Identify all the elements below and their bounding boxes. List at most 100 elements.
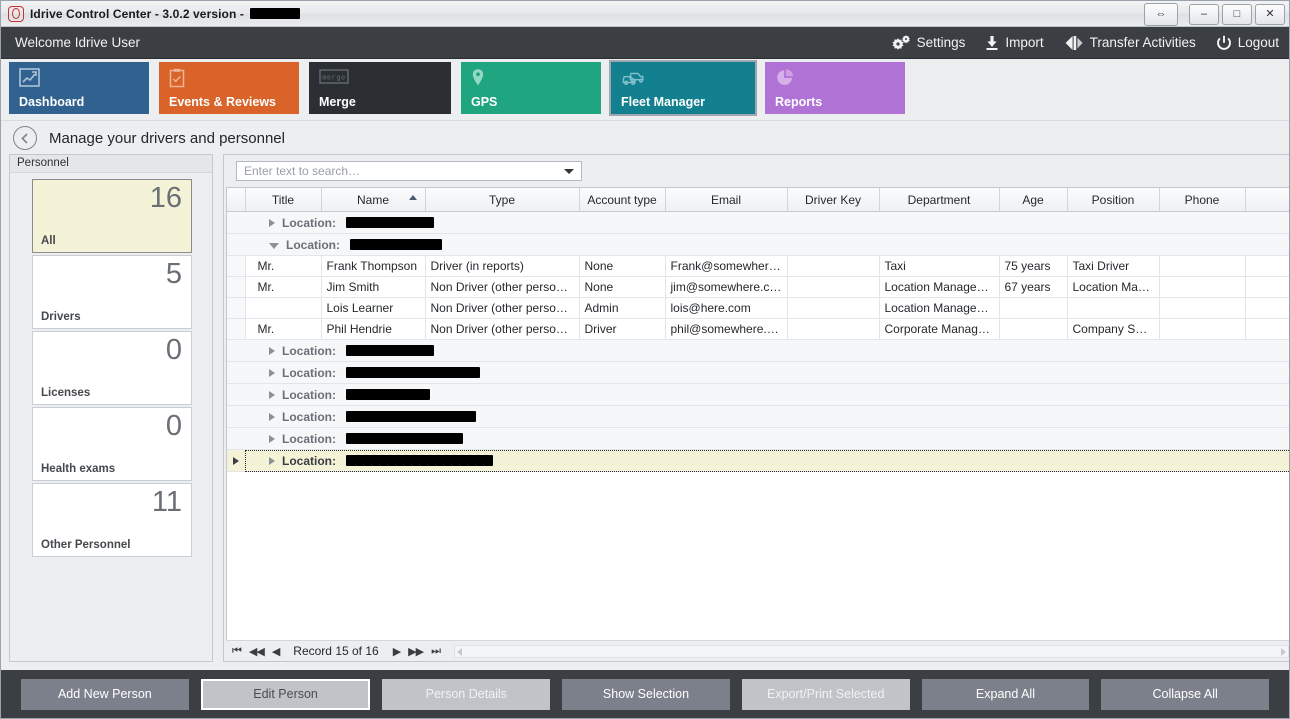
tile-label-events-and-reviews: Events & Reviews [169, 95, 276, 109]
table-row[interactable]: Mr. Frank Thompson Driver (in reports) None… [227, 255, 1289, 277]
expand-group-icon[interactable] [269, 412, 275, 421]
tile-events-and-reviews[interactable]: Events & Reviews [159, 62, 299, 114]
group-row[interactable]: Location: [227, 361, 1289, 384]
menu-item-logout[interactable]: Logout [1216, 35, 1279, 51]
sidebar-card-count: 5 [165, 258, 182, 290]
col-header-position[interactable]: Position [1067, 188, 1160, 212]
table-row[interactable]: Mr. Jim Smith Non Driver (other personnel)… [227, 276, 1289, 298]
expand-group-icon[interactable] [269, 218, 275, 227]
col-header-title[interactable]: Title [245, 188, 322, 212]
menu-item-settings[interactable]: Settings [891, 34, 966, 51]
cell-phone [1159, 297, 1246, 319]
scroll-right-icon[interactable] [1280, 647, 1286, 656]
col-header-department[interactable]: Department [879, 188, 1000, 212]
chart-arrow-icon [19, 68, 149, 90]
pager-next-page-button[interactable]: ▶▶ [408, 645, 424, 658]
group-row-cell[interactable]: Location: [245, 339, 1289, 362]
expand-group-icon[interactable] [269, 346, 275, 355]
col-header-driver-key[interactable]: Driver Key [787, 188, 880, 212]
sidebar-card-other-personnel[interactable]: 11 Other Personnel [32, 483, 192, 557]
cell-position: Company Saf… [1067, 318, 1160, 340]
col-header-type[interactable]: Type [425, 188, 580, 212]
row-indicator [227, 383, 245, 406]
export-print-selected-button[interactable]: Export/Print Selected [741, 678, 910, 710]
group-row[interactable]: Location: [227, 339, 1289, 362]
group-row-cell[interactable]: Location: [245, 211, 1289, 234]
col-header-account-type[interactable]: Account type [579, 188, 666, 212]
cell-spacer [1245, 297, 1289, 319]
download-icon [985, 35, 999, 51]
add-new-person-button[interactable]: Add New Person [21, 678, 189, 710]
menu-label-transfer-activities: Transfer Activities [1089, 35, 1196, 50]
close-button[interactable]: ✕ [1255, 4, 1285, 25]
expand-all-button[interactable]: Expand All [921, 678, 1090, 710]
group-label: Location: [282, 387, 336, 402]
sidebar-card-licenses[interactable]: 0 Licenses [32, 331, 192, 405]
row-indicator [227, 449, 245, 472]
group-row-cell[interactable]: Location: [245, 383, 1289, 406]
tile-fleet-manager[interactable]: Fleet Manager [609, 60, 757, 116]
cell-account-type: None [579, 255, 666, 277]
horizontal-scrollbar[interactable] [453, 644, 1289, 658]
col-header-name[interactable]: Name [321, 188, 426, 212]
col-header-age[interactable]: Age [999, 188, 1068, 212]
pager-next-button[interactable]: ▶ [392, 645, 402, 658]
table-row[interactable]: Mr. Phil Hendrie Non Driver (other personn… [227, 318, 1289, 340]
group-row-cell[interactable]: Location: [245, 449, 1289, 472]
group-row[interactable]: Location: [227, 405, 1289, 428]
cell-spacer [1245, 276, 1289, 298]
sort-ascending-icon [408, 195, 417, 200]
sidebar-card-drivers[interactable]: 5 Drivers [32, 255, 192, 329]
col-header-select[interactable] [227, 188, 246, 212]
group-row-cell[interactable]: Location: [245, 405, 1289, 428]
menu-item-import[interactable]: Import [985, 35, 1044, 51]
expand-group-icon[interactable] [269, 456, 275, 465]
menu-label-settings: Settings [916, 35, 966, 50]
back-arrow-icon[interactable] [13, 126, 37, 150]
pager-last-button[interactable]: ⏭ [431, 644, 441, 657]
tile-reports[interactable]: Reports [765, 62, 905, 114]
pager-previous-button[interactable]: ◀ [271, 645, 281, 658]
maximize-button[interactable]: □ [1222, 4, 1252, 25]
collapse-group-icon[interactable] [269, 243, 279, 249]
expand-group-icon[interactable] [269, 368, 275, 377]
chevron-down-icon[interactable] [564, 168, 574, 174]
cell-age: 67 years [999, 276, 1068, 298]
search-input[interactable]: Enter text to search… [236, 161, 582, 181]
cell-type: Non Driver (other personnel) [425, 276, 580, 298]
resize-button[interactable]: ⇔ [1144, 3, 1178, 26]
group-row[interactable]: Location: [227, 233, 1289, 256]
group-row[interactable]: Location: [227, 211, 1289, 234]
person-details-button[interactable]: Person Details [382, 678, 551, 710]
cell-department: Taxi [879, 255, 1000, 277]
group-row-cell[interactable]: Location: [245, 233, 1289, 256]
window-title: Idrive Control Center - 3.0.2 version - [30, 6, 244, 21]
tile-gps[interactable]: GPS [461, 62, 601, 114]
tile-dashboard[interactable]: Dashboard [9, 62, 149, 114]
minimize-button[interactable]: – [1189, 4, 1219, 25]
edit-person-button[interactable]: Edit Person [200, 678, 371, 710]
group-row[interactable]: Location: [227, 427, 1289, 450]
clipboard-icon [169, 68, 299, 90]
sidebar-card-health-exams[interactable]: 0 Health exams [32, 407, 192, 481]
expand-group-icon[interactable] [269, 434, 275, 443]
tile-merge[interactable]: merge Merge [309, 62, 451, 114]
expand-group-icon[interactable] [269, 390, 275, 399]
group-row[interactable]: Location: [227, 449, 1289, 472]
show-selection-button[interactable]: Show Selection [562, 678, 730, 710]
sidebar-card-all[interactable]: 16 All [32, 179, 192, 253]
scroll-left-icon[interactable] [456, 647, 462, 656]
pager-first-button[interactable]: ⏮ [232, 644, 242, 657]
group-row[interactable]: Location: [227, 383, 1289, 406]
group-row-cell[interactable]: Location: [245, 427, 1289, 450]
cell-title: Mr. [245, 276, 322, 298]
collapse-all-button[interactable]: Collapse All [1101, 678, 1270, 710]
menu-item-transfer-activities[interactable]: Transfer Activities [1064, 35, 1196, 51]
table-row[interactable]: Lois Learner Non Driver (other personnel)… [227, 297, 1289, 319]
group-row-cell[interactable]: Location: [245, 361, 1289, 384]
tile-label-fleet-manager: Fleet Manager [621, 95, 706, 109]
col-header-phone[interactable]: Phone [1159, 188, 1246, 212]
col-header-email[interactable]: Email [665, 188, 788, 212]
pager-record-text: Record 15 of 16 [293, 644, 379, 658]
pager-previous-page-button[interactable]: ◀◀ [248, 645, 265, 658]
